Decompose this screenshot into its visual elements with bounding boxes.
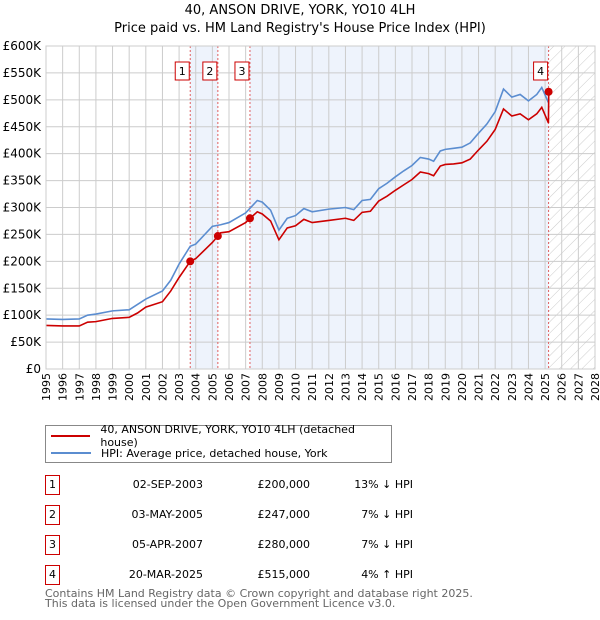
sale-point — [544, 87, 553, 96]
y-tick-label: £500K — [3, 93, 43, 107]
footer-line2: This data is licensed under the Open Gov… — [45, 597, 396, 610]
legend-swatch-hpi — [51, 452, 91, 454]
x-tick-label: 1999 — [107, 373, 120, 401]
sale-hpi-diff: 7% ↓ HPI — [361, 538, 413, 551]
footer: Contains HM Land Registry data © Crown c… — [45, 587, 473, 610]
x-tick-label: 2006 — [223, 373, 236, 401]
x-tick-label: 2008 — [256, 373, 269, 401]
x-tick-label: 2021 — [473, 373, 486, 401]
x-tick-label: 2023 — [506, 373, 519, 401]
y-tick-label: £450K — [3, 120, 43, 134]
y-tick-label: £50K — [10, 335, 42, 349]
sale-hpi-diff: 7% ↓ HPI — [361, 508, 413, 521]
x-tick-label: 2003 — [173, 373, 186, 401]
y-tick-label: £150K — [3, 281, 43, 295]
y-tick-label: £600K — [3, 39, 43, 53]
sale-hpi-diff: 13% ↓ HPI — [354, 478, 413, 491]
sale-label-box — [174, 61, 190, 81]
x-tick-label: 2024 — [522, 373, 535, 401]
legend-label-property: 40, ANSON DRIVE, YORK, YO10 4LH (detache… — [100, 423, 355, 449]
x-tick-label: 1998 — [90, 373, 103, 401]
sale-point — [186, 257, 195, 266]
x-tick-label: 2011 — [306, 373, 319, 401]
sale-number: 3 — [45, 535, 60, 555]
sale-number: 1 — [45, 475, 60, 495]
chart-subtitle: Price paid vs. HM Land Registry's House … — [114, 21, 486, 36]
y-tick-label: £200K — [3, 254, 43, 268]
sale-point — [245, 214, 254, 223]
sale-row: 3 05-APR-2007 £280,000 7% ↓ HPI — [45, 535, 445, 555]
plot-area: 1995 1996 1997 1998 1999 2000 2001 2002 2003 2004… — [3, 39, 600, 401]
x-tick-label: 2013 — [339, 373, 352, 401]
y-tick-label: £350K — [3, 174, 43, 188]
legend-swatch-property — [51, 435, 91, 437]
x-tick-label: 2014 — [356, 373, 369, 401]
x-tick-label: 2020 — [456, 373, 469, 401]
y-tick-label: £0 — [26, 362, 41, 376]
sale-date: 02-SEP-2003 — [132, 478, 203, 491]
y-tick-label: £550K — [3, 66, 43, 80]
sale-price: £280,000 — [257, 538, 311, 551]
x-tick-label: 2015 — [373, 373, 386, 401]
x-tick-label: 2012 — [323, 373, 336, 401]
x-tick-label: 2022 — [489, 373, 502, 401]
sale-number: 2 — [45, 505, 60, 525]
sale-label: 3 — [238, 65, 245, 78]
x-tick-label: 2028 — [589, 373, 600, 401]
y-tick-label: £100K — [3, 308, 43, 322]
sale-label-box — [234, 61, 250, 81]
x-tick-label: 1997 — [73, 373, 86, 401]
x-tick-label: 2009 — [273, 373, 286, 401]
property-line — [45, 91, 550, 327]
chart-title: 40, ANSON DRIVE, YORK, YO10 4LH — [184, 3, 416, 18]
sale-price: £515,000 — [257, 568, 311, 581]
x-tick-label: 2000 — [123, 373, 136, 401]
legend-label-hpi: HPI: Average price, detached house, York — [101, 446, 328, 460]
x-tick-label: 2025 — [539, 373, 552, 401]
x-tick-label: 2004 — [190, 373, 203, 401]
x-tick-label: 2010 — [290, 373, 303, 401]
x-tick-label: 2005 — [206, 373, 219, 401]
y-tick-label: £250K — [3, 227, 43, 241]
sale-label: 4 — [537, 65, 544, 78]
sale-label: 2 — [206, 65, 213, 78]
x-tick-label: 2001 — [140, 373, 153, 401]
sale-point — [213, 232, 222, 241]
x-tick-label: 1996 — [57, 373, 70, 401]
hpi-line — [45, 85, 550, 321]
sale-date: 03-MAY-2005 — [131, 508, 203, 521]
sale-price: £200,000 — [257, 478, 311, 491]
sale-label: 1 — [179, 65, 186, 78]
footer-line1: Contains HM Land Registry data © Crown c… — [45, 587, 473, 600]
plot-border — [45, 45, 596, 370]
legend: 40, ANSON DRIVE, YORK, YO10 4LH (detache… — [45, 423, 392, 463]
sale-date: 05-APR-2007 — [131, 538, 203, 551]
sale-row: 4 20-MAR-2025 £515,000 4% ↑ HPI — [45, 565, 445, 585]
sale-row: 1 02-SEP-2003 £200,000 13% ↓ HPI — [45, 475, 445, 495]
x-tick-label: 1995 — [40, 373, 53, 401]
sale-label-box — [202, 61, 218, 81]
sale-label-box — [533, 61, 549, 81]
x-tick-label: 2027 — [572, 373, 585, 401]
x-tick-label: 2017 — [406, 373, 419, 401]
y-tick-label: £300K — [3, 201, 43, 215]
x-tick-label: 2019 — [439, 373, 452, 401]
x-tick-label: 2018 — [423, 373, 436, 401]
sale-number: 4 — [45, 565, 60, 585]
x-tick-label: 2016 — [389, 373, 402, 401]
x-tick-label: 2007 — [240, 373, 253, 401]
sale-price: £247,000 — [257, 508, 311, 521]
x-tick-label: 2002 — [156, 373, 169, 401]
sale-date: 20-MAR-2025 — [128, 568, 203, 581]
sale-row: 2 03-MAY-2005 £247,000 7% ↓ HPI — [45, 505, 445, 525]
x-tick-label: 2026 — [556, 373, 569, 401]
sale-hpi-diff: 4% ↑ HPI — [361, 568, 413, 581]
y-tick-label: £400K — [3, 147, 43, 161]
